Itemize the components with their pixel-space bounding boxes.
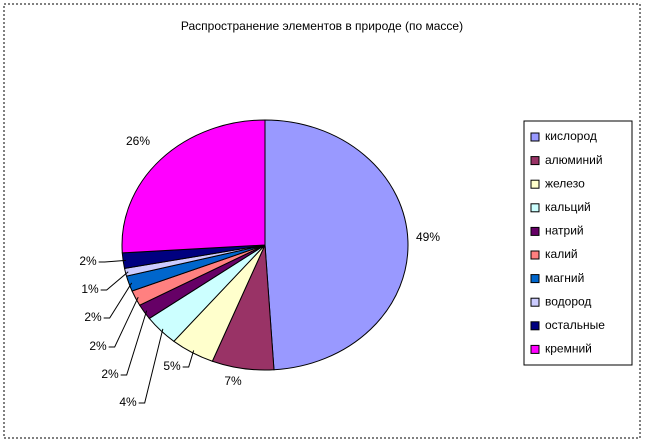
- legend-swatch: [530, 297, 540, 307]
- legend-label: алюминий: [545, 153, 603, 167]
- leader-line: [100, 271, 129, 291]
- data-label: 2%: [89, 339, 107, 353]
- legend-swatch: [530, 250, 540, 260]
- legend-swatch: [530, 179, 540, 189]
- data-label: 2%: [79, 254, 97, 268]
- data-label: 4%: [119, 395, 137, 409]
- legend-label: кислород: [545, 129, 597, 143]
- legend-label: натрий: [545, 224, 584, 238]
- data-label: 2%: [101, 367, 119, 381]
- legend-label: магний: [545, 271, 584, 285]
- pie-slice: [121, 119, 266, 254]
- legend-swatch: [530, 203, 540, 213]
- legend-swatch: [530, 321, 540, 331]
- leader-line: [108, 296, 139, 348]
- pie-slice: [264, 119, 409, 371]
- leader-line: [182, 350, 195, 368]
- legend-swatch: [530, 132, 540, 142]
- legend-swatch: [530, 344, 540, 354]
- data-label: 26%: [126, 134, 150, 148]
- data-label: 5%: [163, 359, 181, 373]
- legend-swatch: [530, 156, 540, 166]
- data-label: 7%: [224, 374, 242, 388]
- leader-line: [120, 310, 148, 376]
- legend-label: калий: [545, 247, 578, 261]
- data-label: 49%: [416, 230, 440, 244]
- legend-swatch: [530, 274, 540, 284]
- leader-line: [138, 328, 164, 404]
- legend-label: кальций: [545, 200, 591, 214]
- legend-label: водород: [545, 294, 591, 308]
- data-label: 2%: [84, 310, 102, 324]
- leader-line: [103, 282, 133, 319]
- legend-label: кремний: [545, 342, 592, 356]
- leader-line: [98, 259, 127, 263]
- data-label: 1%: [81, 282, 99, 296]
- legend-swatch: [530, 226, 540, 236]
- chart-title: Распространение элементов в природе (по …: [181, 19, 463, 33]
- legend-label: остальные: [545, 318, 605, 332]
- legend-label: железо: [545, 176, 585, 190]
- legend-box: [523, 120, 633, 366]
